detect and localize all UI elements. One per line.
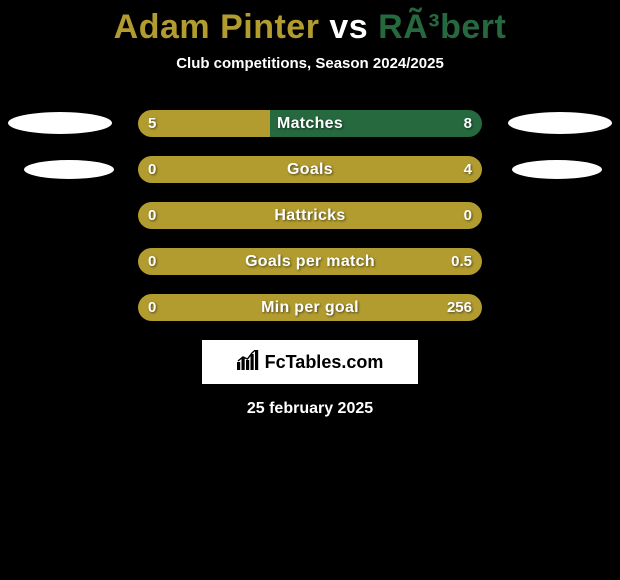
page-title: Adam Pinter vs RÃ³bert [0, 0, 620, 47]
right-value: 0.5 [451, 248, 472, 275]
left-badge-ellipse [8, 112, 112, 134]
right-value: 0 [464, 202, 472, 229]
stat-label: Hattricks [138, 202, 482, 229]
player2-name: RÃ³bert [378, 8, 506, 46]
vs-text: vs [319, 8, 378, 46]
left-value: 5 [148, 110, 156, 137]
player1-name: Adam Pinter [114, 8, 320, 46]
bar-track: Goals per match0 0.5 [138, 248, 482, 275]
left-value: 0 [148, 248, 156, 275]
right-badge-ellipse [508, 112, 612, 134]
right-value: 8 [464, 110, 472, 137]
stat-label: Matches [138, 110, 482, 137]
stat-label: Goals [138, 156, 482, 183]
left-value: 0 [148, 202, 156, 229]
stat-row: Goals per match0 0.5 [0, 248, 620, 275]
bar-track: Matches5 8 [138, 110, 482, 137]
comparison-rows: Matches58Goals04Hattricks00Goals per mat… [0, 110, 620, 321]
right-badge-ellipse [512, 160, 602, 179]
stat-row: Hattricks0 0 [0, 202, 620, 229]
subtitle: Club competitions, Season 2024/2025 [0, 55, 620, 72]
bar-track: Hattricks0 0 [138, 202, 482, 229]
stat-row: Min per goal0 256 [0, 294, 620, 321]
right-value: 4 [464, 156, 472, 183]
bar-track: Min per goal0 256 [138, 294, 482, 321]
bar-chart-icon [237, 350, 259, 375]
left-value: 0 [148, 156, 156, 183]
fctables-logo[interactable]: FcTables.com [202, 340, 418, 384]
stat-label: Goals per match [138, 248, 482, 275]
left-badge-ellipse [24, 160, 114, 179]
bar-track: Goals0 4 [138, 156, 482, 183]
stat-row: Matches5 8 [0, 110, 620, 137]
date-line: 25 february 2025 [0, 400, 620, 418]
stat-row: Goals0 4 [0, 156, 620, 183]
right-value: 256 [447, 294, 472, 321]
logo-text: FcTables.com [265, 352, 384, 373]
stat-label: Min per goal [138, 294, 482, 321]
left-value: 0 [148, 294, 156, 321]
